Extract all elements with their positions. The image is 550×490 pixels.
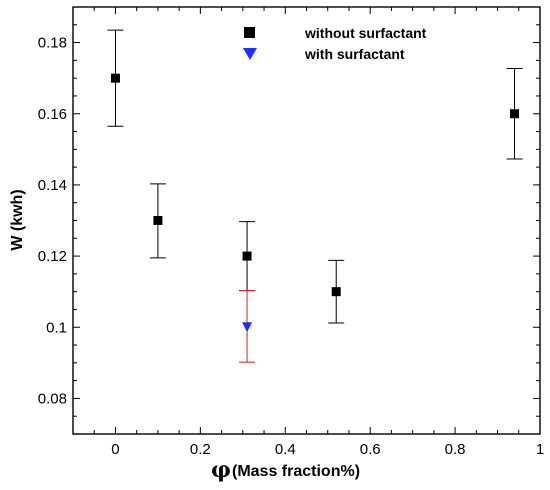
ticks — [72, 6, 541, 435]
y-tick-label: 0.16 — [38, 106, 67, 123]
y-tick-label: 0.12 — [38, 248, 67, 265]
x-tick-label: 0 — [111, 441, 119, 458]
data-point-square — [242, 251, 252, 261]
y-tick-label: 0.18 — [38, 35, 67, 52]
errorbars — [107, 29, 523, 363]
legend: without surfactant with surfactant — [243, 25, 427, 62]
legend-label-with-surfactant: with surfactant — [304, 46, 405, 62]
data-point-square — [510, 109, 520, 119]
y-tick-label: 0.14 — [38, 177, 67, 194]
x-axis-title: φ (Mass fraction%) — [211, 457, 360, 483]
data-point-triangle — [242, 322, 253, 333]
legend-marker-with-surfactant — [243, 48, 257, 60]
markers — [110, 73, 520, 333]
x-tick-label: 0.8 — [445, 441, 466, 458]
tick-labels: 0 0.2 0.4 0.6 0.8 1 0.08 0.1 0.12 0.14 0.16 0.18 — [38, 35, 544, 458]
x-tick-label: 0.6 — [360, 441, 381, 458]
x-tick-label: 0.4 — [275, 441, 296, 458]
data-point-square — [110, 73, 120, 83]
y-tick-label: 0.08 — [38, 390, 67, 407]
legend-label-without-surfactant: without surfactant — [304, 25, 427, 41]
legend-marker-without-surfactant — [244, 27, 255, 38]
x-tick-label: 0.2 — [190, 441, 211, 458]
plot-frame — [72, 6, 541, 435]
data-point-square — [153, 216, 163, 225]
x-axis-title-text: (Mass fraction%) — [232, 463, 360, 480]
x-axis-title-symbol: φ — [211, 457, 231, 483]
data-point-square — [331, 287, 341, 297]
x-tick-label: 1 — [536, 441, 544, 458]
y-axis-title: W (kwh) — [9, 189, 26, 250]
y-tick-label: 0.1 — [46, 319, 67, 336]
